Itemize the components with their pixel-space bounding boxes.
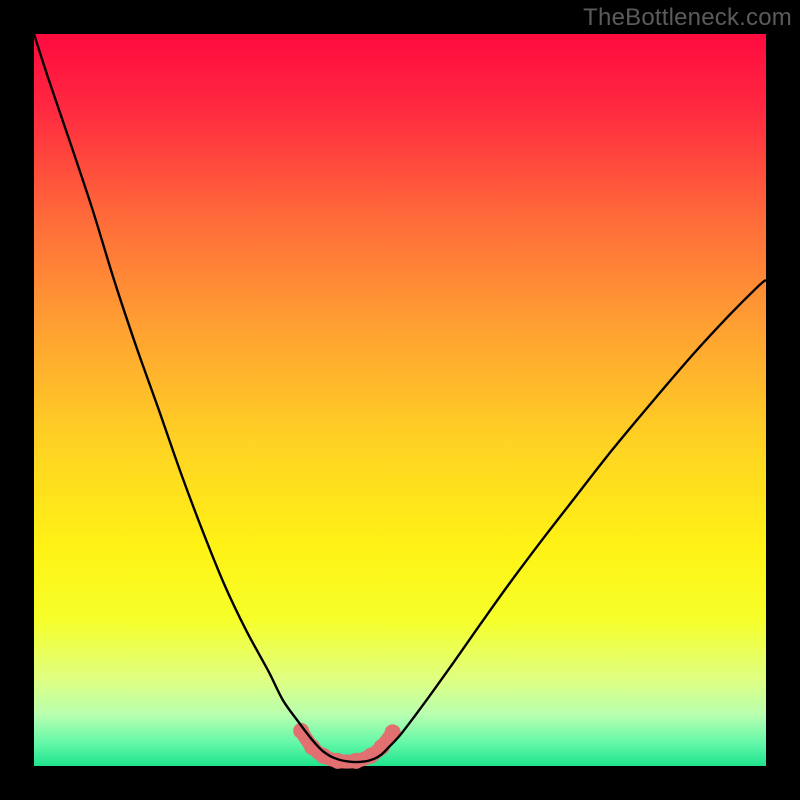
optimal-zone-marker (374, 739, 390, 755)
chart-canvas: TheBottleneck.com (0, 0, 800, 800)
chart-background (34, 34, 766, 766)
watermark-text: TheBottleneck.com (583, 4, 792, 32)
bottleneck-chart-svg (0, 0, 800, 800)
